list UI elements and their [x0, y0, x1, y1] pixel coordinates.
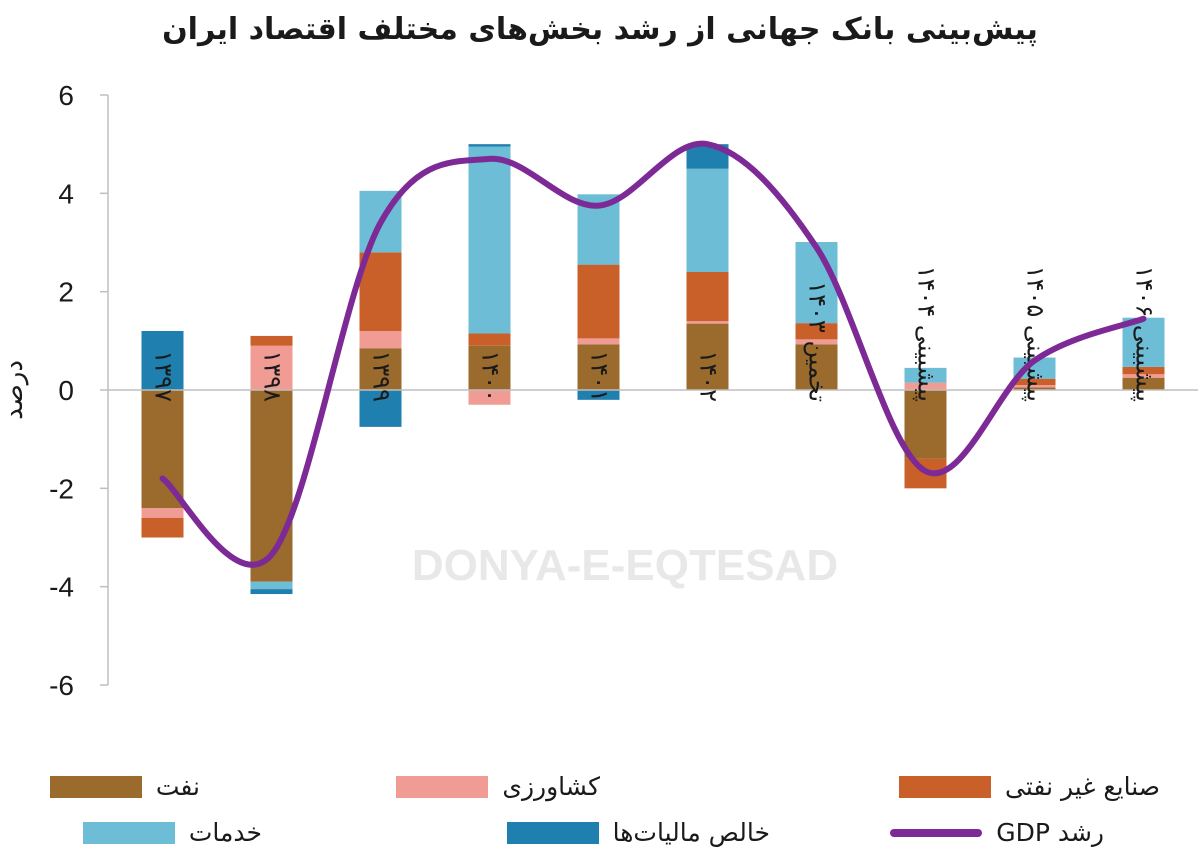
- bar-segment: [1122, 377, 1165, 390]
- bar-segment: [468, 144, 511, 147]
- bar-segment: [1013, 385, 1056, 388]
- bar-segment: [577, 338, 620, 345]
- bar-segment: [904, 390, 947, 459]
- x-category-label: پیشبینی ۱۴۰۶: [1131, 266, 1159, 402]
- legend: نفت کشاورزی صنایع غیر نفتی خدمات خالص ما…: [0, 760, 1200, 860]
- bar-segment: [904, 367, 947, 383]
- bar-segment: [1013, 378, 1056, 386]
- bar-segment: [250, 581, 293, 590]
- y-tick-label: -6: [49, 670, 74, 701]
- bar-segment: [904, 382, 947, 390]
- bar-segment: [250, 345, 293, 390]
- bar-segment: [1122, 366, 1165, 375]
- bars: [141, 144, 1165, 595]
- bar-segment: [141, 508, 184, 518]
- x-category-label: ۱۴۰۲: [695, 350, 723, 402]
- bar-segment: [795, 344, 838, 390]
- bar-segment: [468, 345, 511, 390]
- bar-segment: [795, 323, 838, 340]
- legend-item-oil: نفت: [49, 772, 200, 801]
- x-axis-labels: ۱۳۹۷ ۱۳۹۸ ۱۳۹۹ ۱۴۰۰ ۱۴۰۱ ۱۴۰۲ تخمین ۱۴۰۳ پیشبین…: [150, 266, 1159, 402]
- gdp-line: [159, 140, 1147, 568]
- x-category-label: ۱۴۰۱: [586, 350, 614, 402]
- legend-swatch-industry: [899, 775, 992, 798]
- bar-segment: [686, 321, 729, 324]
- bar-segment: [795, 339, 838, 345]
- legend-item-services: خدمات: [82, 818, 262, 847]
- legend-label-services: خدمات: [188, 818, 262, 847]
- y-tick-label: 2: [58, 277, 74, 308]
- bar-segment: [250, 589, 293, 595]
- bar-segment: [468, 390, 511, 405]
- legend-swatch-oil: [49, 775, 142, 798]
- bar-segment: [686, 168, 729, 272]
- legend-swatch-net-taxes: [506, 821, 599, 844]
- x-category-label: پیشبینی ۱۴۰۵: [1022, 266, 1050, 402]
- x-category-label: ۱۳۹۸: [259, 350, 287, 402]
- legend-swatch-agriculture: [396, 775, 489, 798]
- legend-label-net-taxes: خالص مالیات‌ها: [612, 818, 770, 847]
- bar-segment: [468, 333, 511, 346]
- legend-swatch-services: [82, 821, 175, 844]
- legend-item-agriculture: کشاورزی: [396, 772, 600, 801]
- y-axis-label: درصد: [0, 360, 29, 420]
- bar-segment: [359, 390, 402, 427]
- legend-label-gdp: رشد GDP: [996, 818, 1104, 847]
- bar-segment: [359, 331, 402, 349]
- bar-segment: [577, 264, 620, 339]
- watermark: DONYA-E-EQTESAD: [412, 541, 838, 590]
- legend-item-net-taxes: خالص مالیات‌ها: [506, 818, 770, 847]
- bar-segment: [141, 517, 184, 538]
- bar-segment: [1013, 387, 1056, 390]
- legend-item-gdp: رشد GDP: [890, 818, 1104, 847]
- legend-label-oil: نفت: [155, 772, 200, 801]
- bar-segment: [686, 323, 729, 390]
- y-axis-ticks: 6 4 2 0 -2 -4 -6: [49, 80, 108, 701]
- bar-segment: [141, 390, 184, 508]
- y-tick-label: 4: [58, 178, 74, 209]
- x-category-label: تخمین ۱۴۰۳: [804, 281, 832, 402]
- x-category-label: ۱۳۹۹: [368, 350, 396, 402]
- bar-segment: [1122, 374, 1165, 378]
- legend-item-industry: صنایع غیر نفتی: [899, 772, 1160, 801]
- y-tick-label: 0: [58, 375, 74, 406]
- bar-segment: [795, 242, 838, 324]
- bar-segment: [686, 272, 729, 322]
- x-category-label: ۱۴۰۰: [477, 350, 505, 402]
- bar-segment: [468, 146, 511, 334]
- chart-title: پیش‌بینی بانک جهانی از رشد بخش‌های مختلف…: [162, 12, 1038, 47]
- x-category-label: پیشبینی ۱۴۰۴: [913, 266, 941, 402]
- bar-segment: [250, 335, 293, 346]
- legend-label-agriculture: کشاورزی: [502, 772, 600, 801]
- bar-segment: [359, 348, 402, 390]
- y-tick-label: 6: [58, 80, 74, 111]
- bar-segment: [359, 252, 402, 331]
- legend-label-industry: صنایع غیر نفتی: [1005, 772, 1160, 801]
- bar-segment: [250, 390, 293, 582]
- bar-segment: [577, 390, 620, 400]
- legend-line-gdp: [890, 828, 983, 837]
- x-category-label: ۱۳۹۷: [150, 350, 178, 402]
- y-tick-label: -4: [49, 572, 74, 603]
- bar-segment: [577, 344, 620, 390]
- bar-segment: [141, 331, 184, 390]
- y-tick-label: -2: [49, 473, 74, 504]
